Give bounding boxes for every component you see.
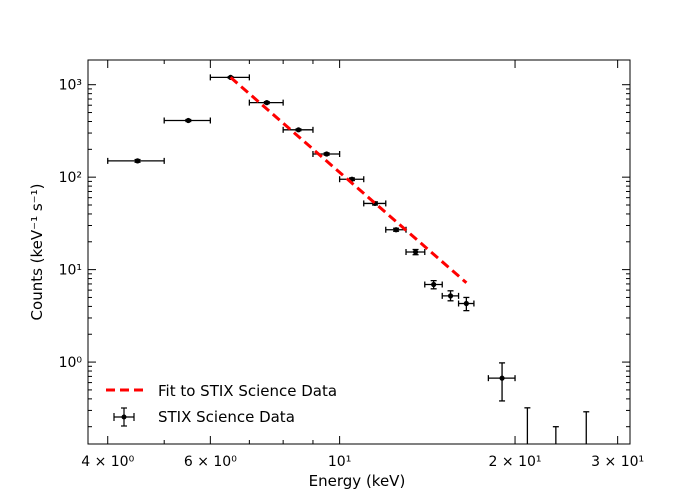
data-point xyxy=(459,297,474,310)
legend-fit-label: Fit to STIX Science Data xyxy=(158,382,337,400)
data-point xyxy=(488,363,515,401)
data-point xyxy=(583,412,589,444)
data-marker xyxy=(296,127,301,132)
x-tick-label: 6 × 10⁰ xyxy=(184,454,237,470)
legend-data-label: STIX Science Data xyxy=(158,408,295,426)
data-point xyxy=(210,74,249,80)
data-marker xyxy=(431,282,436,287)
data-marker xyxy=(448,293,453,298)
legend: Fit to STIX Science Data STIX Science Da… xyxy=(106,382,337,426)
ticks: 10⁰ 10¹ 10² 10³ 4 × 10⁰ 6 × 10⁰ 10¹ 2 × 10¹ 3 × … xyxy=(59,60,645,470)
data-point xyxy=(524,408,530,444)
data-point xyxy=(425,281,442,289)
data-marker xyxy=(464,301,469,306)
y-tick-label: 10⁰ xyxy=(59,355,83,371)
data-point xyxy=(553,427,559,444)
data-marker xyxy=(324,151,329,156)
y-tick-label: 10³ xyxy=(59,78,82,94)
x-tick-label: 4 × 10⁰ xyxy=(81,454,134,470)
data-marker xyxy=(393,227,398,232)
data-marker xyxy=(135,158,140,163)
data-point xyxy=(249,100,283,106)
y-axis-label: Counts (keV⁻¹ s⁻¹) xyxy=(28,184,46,321)
data-marker xyxy=(413,249,418,254)
y-tick-label: 10² xyxy=(59,170,82,186)
data-point xyxy=(442,291,458,301)
data-point xyxy=(406,249,425,255)
fit-line xyxy=(231,77,467,282)
data-marker xyxy=(186,118,191,123)
x-tick-label: 10¹ xyxy=(328,454,351,470)
y-tick-label: 10¹ xyxy=(59,263,82,279)
x-axis-label: Energy (keV) xyxy=(309,472,406,490)
data-marker xyxy=(499,376,504,381)
x-tick-label: 3 × 10¹ xyxy=(591,454,644,470)
data-point xyxy=(108,158,164,164)
x-tick-label: 2 × 10¹ xyxy=(489,454,542,470)
data-marker xyxy=(264,100,269,105)
legend-data-swatch xyxy=(114,408,134,426)
data-point xyxy=(164,118,210,124)
